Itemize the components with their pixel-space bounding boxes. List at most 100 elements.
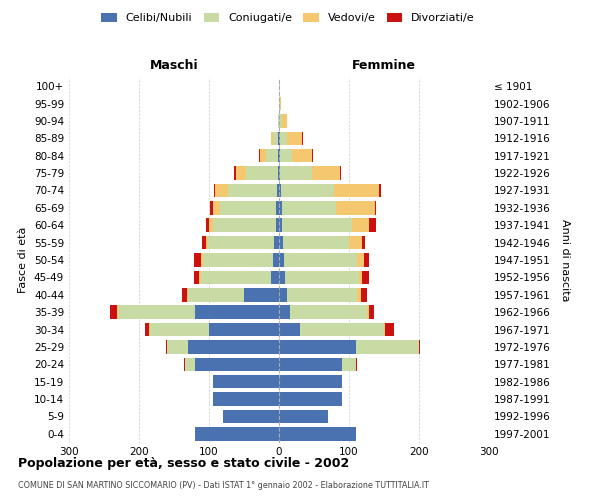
Bar bbox=[200, 270, 271, 284]
Bar bbox=[206, 236, 208, 250]
Bar bbox=[116, 306, 118, 319]
Bar bbox=[272, 253, 279, 267]
Bar bbox=[282, 218, 352, 232]
Bar bbox=[202, 253, 203, 267]
Bar bbox=[279, 375, 342, 388]
Bar bbox=[277, 184, 279, 198]
Bar bbox=[281, 184, 334, 198]
Bar bbox=[194, 270, 199, 284]
Bar bbox=[145, 322, 149, 336]
Bar bbox=[149, 322, 209, 336]
Bar bbox=[278, 149, 279, 162]
Bar bbox=[300, 322, 384, 336]
Bar bbox=[287, 288, 358, 302]
Bar bbox=[279, 306, 290, 319]
Bar bbox=[194, 253, 202, 267]
Bar bbox=[195, 358, 279, 371]
Bar bbox=[352, 218, 370, 232]
Bar bbox=[212, 375, 279, 388]
Bar bbox=[209, 322, 279, 336]
Bar bbox=[340, 166, 341, 180]
Bar bbox=[211, 201, 212, 214]
Bar bbox=[375, 201, 376, 214]
Bar bbox=[220, 201, 275, 214]
Bar bbox=[356, 340, 419, 353]
Bar bbox=[209, 218, 212, 232]
Bar bbox=[290, 306, 367, 319]
Bar bbox=[286, 270, 359, 284]
Bar bbox=[312, 149, 313, 162]
Bar bbox=[279, 236, 283, 250]
Bar bbox=[266, 149, 278, 162]
Bar bbox=[271, 270, 279, 284]
Bar bbox=[214, 184, 215, 198]
Text: Femmine: Femmine bbox=[352, 60, 416, 72]
Bar bbox=[166, 340, 167, 353]
Bar bbox=[342, 358, 356, 371]
Bar bbox=[203, 253, 272, 267]
Bar bbox=[188, 340, 279, 353]
Bar bbox=[223, 410, 279, 423]
Bar bbox=[279, 322, 300, 336]
Y-axis label: Fasce di età: Fasce di età bbox=[19, 227, 28, 293]
Bar bbox=[279, 270, 286, 284]
Bar bbox=[384, 322, 385, 336]
Bar bbox=[279, 288, 287, 302]
Bar bbox=[379, 184, 380, 198]
Bar bbox=[279, 201, 282, 214]
Legend: Celibi/Nubili, Coniugati/e, Vedovi/e, Divorziati/e: Celibi/Nubili, Coniugati/e, Vedovi/e, Di… bbox=[97, 8, 479, 28]
Bar bbox=[279, 166, 280, 180]
Bar bbox=[364, 253, 369, 267]
Bar bbox=[279, 149, 280, 162]
Bar bbox=[212, 201, 220, 214]
Bar bbox=[279, 184, 281, 198]
Bar bbox=[278, 166, 279, 180]
Bar bbox=[182, 288, 187, 302]
Bar bbox=[367, 306, 368, 319]
Bar bbox=[272, 132, 278, 145]
Bar bbox=[275, 201, 279, 214]
Bar bbox=[184, 358, 185, 371]
Bar bbox=[362, 236, 365, 250]
Bar bbox=[279, 97, 280, 110]
Bar bbox=[234, 166, 236, 180]
Bar bbox=[362, 270, 370, 284]
Bar bbox=[302, 132, 303, 145]
Bar bbox=[279, 358, 342, 371]
Bar bbox=[279, 253, 284, 267]
Bar bbox=[167, 340, 188, 353]
Bar bbox=[208, 236, 274, 250]
Bar bbox=[283, 236, 349, 250]
Bar bbox=[284, 253, 358, 267]
Bar bbox=[334, 184, 379, 198]
Bar bbox=[312, 166, 340, 180]
Bar bbox=[358, 288, 361, 302]
Bar bbox=[292, 149, 312, 162]
Bar bbox=[282, 114, 287, 128]
Bar bbox=[361, 288, 367, 302]
Bar bbox=[278, 132, 279, 145]
Bar bbox=[259, 149, 260, 162]
Bar bbox=[188, 288, 244, 302]
Bar bbox=[212, 392, 279, 406]
Bar bbox=[228, 184, 277, 198]
Bar bbox=[287, 132, 302, 145]
Bar bbox=[279, 114, 282, 128]
Bar bbox=[279, 427, 356, 440]
Bar bbox=[195, 306, 279, 319]
Text: Popolazione per età, sesso e stato civile - 2002: Popolazione per età, sesso e stato civil… bbox=[18, 458, 349, 470]
Bar bbox=[205, 218, 209, 232]
Bar bbox=[212, 218, 275, 232]
Bar bbox=[280, 149, 292, 162]
Bar bbox=[278, 114, 279, 128]
Bar bbox=[279, 392, 342, 406]
Bar bbox=[110, 306, 116, 319]
Bar bbox=[195, 427, 279, 440]
Bar bbox=[370, 218, 376, 232]
Bar bbox=[337, 201, 375, 214]
Bar bbox=[279, 132, 280, 145]
Bar bbox=[236, 166, 246, 180]
Bar bbox=[359, 270, 362, 284]
Bar bbox=[274, 236, 279, 250]
Y-axis label: Anni di nascita: Anni di nascita bbox=[560, 219, 570, 301]
